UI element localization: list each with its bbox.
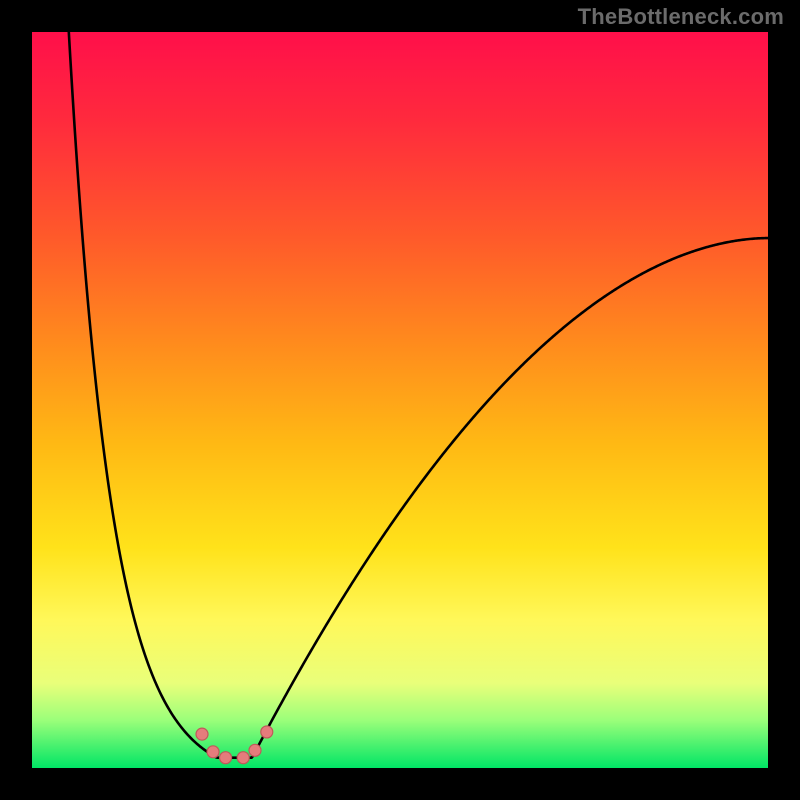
plot-area-gradient [32,32,768,768]
curve-marker [220,752,232,764]
curve-marker [261,726,273,738]
curve-marker [237,752,249,764]
curve-marker [196,728,208,740]
curve-marker [249,744,261,756]
curve-marker [207,746,219,758]
bottleneck-curve-chart [0,0,800,800]
